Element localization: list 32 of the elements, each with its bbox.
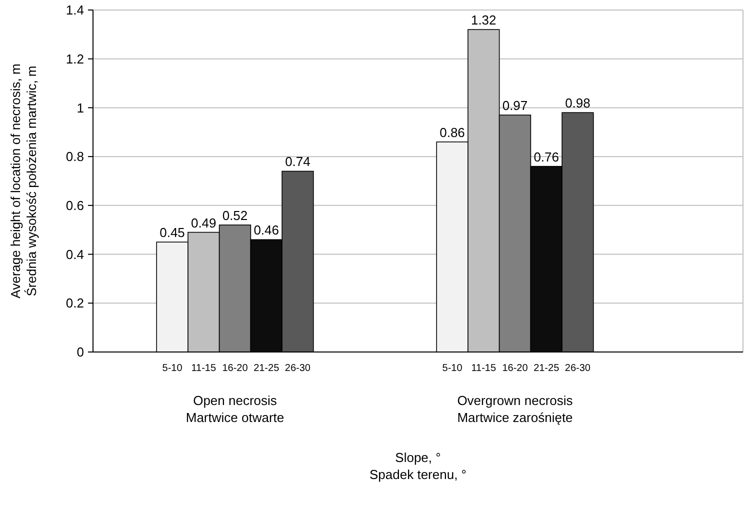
data-label: 0.45 [160, 225, 185, 240]
data-label: 0.46 [254, 222, 280, 238]
series-label: 16-20 [222, 363, 248, 374]
data-label: 0.98 [565, 96, 590, 111]
text: 5-10 [442, 363, 462, 374]
series-label: 11-15 [191, 363, 216, 374]
data-label: 0.76 [534, 149, 560, 164]
y-tick-label: 1.4 [66, 2, 84, 18]
x-axis-title: Slope, ° Spadek terenu, ° [370, 450, 466, 482]
text: 16-20 [502, 363, 528, 374]
data-label: 0.86 [440, 124, 465, 140]
y-axis-title: Average height of location of necrosis, m Średnia wysokość położenia martwic, m [8, 64, 39, 298]
y-tick-label: 1.2 [66, 51, 84, 66]
text: 26-30 [564, 363, 591, 374]
x-tick-label: Open necrosis Martwice otwarte [186, 393, 284, 425]
y-tick-label: 0.2 [66, 296, 84, 311]
data-label: 0.52 [222, 208, 248, 223]
y-tick-label: 0.6 [66, 198, 84, 213]
data-label: 0.49 [190, 215, 216, 230]
x-tick-label: Overgrown necrosis Martwice zarośnięte [457, 393, 574, 425]
series-label: 21-25 [254, 363, 280, 374]
y-tick-label: 0 [76, 344, 84, 360]
y-tick-label: 1 [76, 100, 84, 116]
y-tick-label: 0.4 [66, 246, 84, 262]
data-label: 0.74 [285, 154, 310, 170]
y-tick-label: 0.8 [66, 149, 84, 164]
series-label: 26-30 [284, 363, 311, 374]
text: 21-25 [534, 363, 560, 374]
series-label: 5-10 [162, 363, 183, 374]
text: 11-15 [471, 363, 496, 374]
data-label: 1.32 [470, 12, 496, 28]
data-label: 0.97 [502, 98, 528, 114]
